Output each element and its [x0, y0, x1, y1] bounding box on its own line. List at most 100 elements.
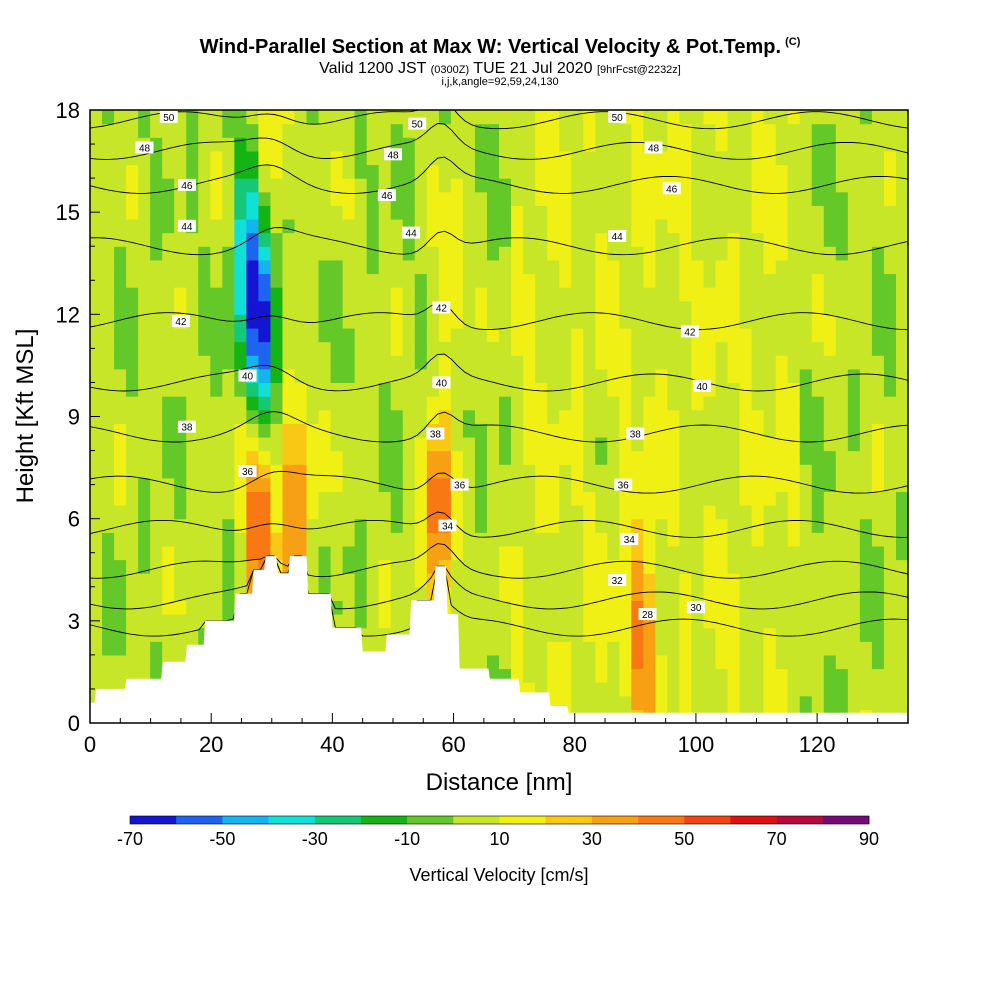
- field-cell: [150, 232, 163, 247]
- field-cell: [450, 191, 464, 206]
- field-cell: [102, 178, 115, 193]
- field-cell: [571, 178, 584, 193]
- field-cell: [126, 123, 139, 138]
- field-cell: [378, 600, 392, 615]
- field-cell: [643, 491, 656, 506]
- field-cell: [739, 327, 753, 343]
- field-cell: [511, 627, 524, 642]
- field-cell: [90, 191, 103, 206]
- field-cell: [318, 396, 332, 411]
- field-cell: [811, 314, 825, 329]
- field-cell: [535, 464, 548, 479]
- field-cell: [523, 545, 536, 561]
- field-cell: [354, 518, 368, 533]
- field-cell: [474, 191, 488, 206]
- field-cell: [763, 314, 777, 329]
- field-cell: [847, 341, 861, 356]
- field-cell: [727, 450, 741, 465]
- field-cell: [114, 505, 127, 520]
- x-tick-label: 40: [320, 732, 344, 757]
- field-cell: [438, 110, 452, 125]
- field-cell: [523, 341, 536, 356]
- colorbar-tick-label: -30: [302, 829, 328, 849]
- colorbar-swatch: [453, 816, 500, 824]
- field-cell: [859, 300, 873, 315]
- field-cell: [318, 423, 332, 438]
- field-cell: [138, 423, 151, 438]
- field-cell: [727, 178, 741, 193]
- field-cell: [895, 273, 908, 288]
- contour-label: 38: [181, 423, 193, 434]
- field-cell: [198, 150, 211, 166]
- field-cell: [390, 355, 404, 370]
- field-cell: [511, 164, 524, 179]
- field-cell: [126, 641, 139, 656]
- field-cell: [535, 600, 548, 615]
- field-cell: [607, 423, 620, 438]
- field-cell: [691, 259, 705, 275]
- field-cell: [234, 150, 247, 166]
- field-cell: [462, 654, 476, 670]
- field-cell: [667, 614, 681, 629]
- field-cell: [895, 150, 908, 166]
- field-cell: [715, 559, 729, 574]
- field-cell: [823, 573, 837, 588]
- field-cell: [282, 341, 296, 356]
- field-cell: [523, 110, 536, 125]
- field-cell: [739, 559, 753, 574]
- field-cell: [523, 273, 536, 288]
- field-cell: [306, 191, 320, 206]
- field-cell: [811, 491, 825, 506]
- field-cell: [535, 505, 548, 520]
- field-cell: [306, 287, 320, 302]
- field-cell: [294, 327, 308, 343]
- field-cell: [847, 464, 861, 479]
- field-cell: [703, 191, 717, 206]
- field-cell: [799, 178, 813, 193]
- field-cell: [450, 355, 464, 370]
- field-cell: [595, 505, 608, 520]
- field-cell: [823, 654, 837, 670]
- field-cell: [114, 559, 127, 574]
- field-cell: [114, 545, 127, 561]
- field-cell: [511, 123, 524, 138]
- field-cell: [390, 545, 404, 561]
- field-cell: [162, 246, 175, 261]
- field-cell: [150, 436, 163, 452]
- field-cell: [270, 314, 284, 329]
- field-cell: [294, 505, 308, 520]
- field-cell: [655, 450, 669, 465]
- field-cell: [258, 341, 272, 356]
- field-cell: [222, 464, 235, 479]
- field-cell: [138, 341, 151, 356]
- field-cell: [763, 532, 777, 547]
- field-cell: [102, 110, 115, 125]
- field-cell: [715, 164, 729, 179]
- field-cell: [102, 464, 115, 479]
- field-cell: [703, 464, 717, 479]
- field-cell: [306, 314, 320, 329]
- field-cell: [474, 641, 488, 656]
- field-cell: [895, 491, 908, 506]
- field-cell: [871, 396, 885, 411]
- field-cell: [222, 246, 235, 261]
- field-cell: [883, 450, 897, 465]
- field-cell: [306, 164, 320, 179]
- field-cell: [715, 654, 729, 670]
- field-cell: [799, 287, 813, 302]
- field-cell: [270, 191, 284, 206]
- field-cell: [847, 545, 861, 561]
- field-cell: [450, 218, 464, 234]
- contour-label: 50: [163, 113, 175, 124]
- field-cell: [835, 614, 849, 629]
- x-tick-label: 80: [562, 732, 586, 757]
- field-cell: [210, 314, 223, 329]
- field-cell: [547, 641, 560, 656]
- field-cell: [150, 314, 163, 329]
- field-cell: [174, 382, 187, 397]
- field-cell: [547, 396, 560, 411]
- field-cell: [486, 327, 500, 343]
- field-cell: [571, 273, 584, 288]
- field-cell: [402, 396, 416, 411]
- contour-label: 36: [242, 467, 254, 478]
